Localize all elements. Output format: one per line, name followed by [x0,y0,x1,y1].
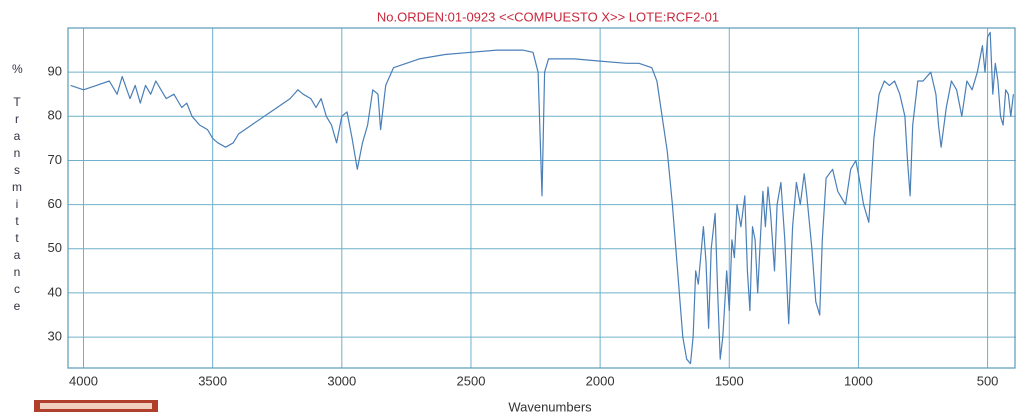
y-tick-label: 70 [48,152,62,167]
y-axis-unit: % [12,62,23,76]
y-tick-label: 60 [48,196,62,211]
y-tick-label: 50 [48,240,62,255]
y-tick-label: 40 [48,284,62,299]
y-axis-label: Transmittance [10,95,24,316]
y-tick-label: 30 [48,329,62,344]
x-tick-label: 500 [977,373,999,388]
logo-inner [40,403,152,409]
x-tick-label: 2500 [457,373,486,388]
x-tick-label: 4000 [69,373,98,388]
chart-title: No.ORDEN:01-0923 <<COMPUESTO X>> LOTE:RC… [377,9,719,24]
y-tick-label: 80 [48,108,62,123]
x-axis-label: Wavenumbers [508,399,592,414]
y-tick-label: 90 [48,64,62,79]
spectrum-line [70,31,1014,365]
x-tick-label: 1500 [715,373,744,388]
logo [34,400,158,412]
x-tick-label: 3500 [198,373,227,388]
x-tick-label: 1000 [844,373,873,388]
x-tick-label: 3000 [327,373,356,388]
x-tick-label: 2000 [586,373,615,388]
plot-border [67,27,1016,369]
